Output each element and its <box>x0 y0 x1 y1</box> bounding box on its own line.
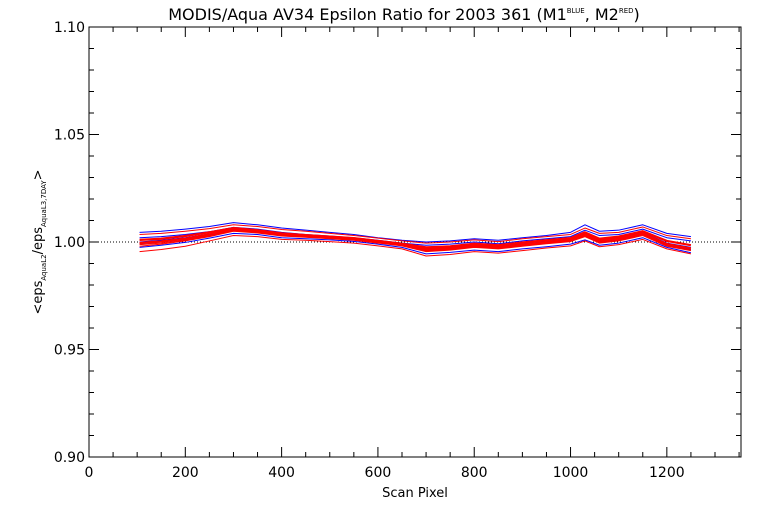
ylabel-open: <eps <box>31 280 46 314</box>
title-main: MODIS/Aqua AV34 Epsilon Ratio for 2003 3… <box>168 5 567 24</box>
series-line-m2-red <box>139 230 692 252</box>
ylabel-slash: /eps <box>31 227 46 255</box>
x-tick-label: 800 <box>461 465 488 481</box>
svg-text:<epsAquaL2/epsAquaL3,7DAY>: <epsAquaL2/epsAquaL3,7DAY> <box>31 169 48 314</box>
tick-labels: 0 200 400 600 800 1000 1200 0.90 0.95 1.00 1.05 1.1… <box>54 20 685 481</box>
y-tick-label: 1.00 <box>54 235 85 251</box>
y-tick-label: 1.10 <box>54 20 85 36</box>
series-line-m1-blue <box>139 232 692 255</box>
y-tick-label: 0.90 <box>54 450 85 466</box>
y-tick-label: 0.95 <box>54 343 85 359</box>
ylabel-sub2: AquaL3,7DAY <box>40 180 48 227</box>
chart-title: MODIS/Aqua AV34 Epsilon Ratio for 2003 3… <box>168 5 640 24</box>
x-tick-label: 400 <box>268 465 295 481</box>
x-axis-label: Scan Pixel <box>382 486 448 501</box>
x-tick-label: 200 <box>172 465 199 481</box>
series-line-m2-red <box>139 226 692 249</box>
series-line-m2-red <box>139 235 692 257</box>
x-tick-label: 600 <box>365 465 392 481</box>
title-sup-blue: BLUE <box>567 7 585 15</box>
series-line-m1-blue <box>139 222 691 243</box>
series-line-m2-red <box>139 228 692 250</box>
title-end: ) <box>634 5 640 24</box>
x-tick-label: 0 <box>85 465 94 481</box>
title-mid: , M2 <box>585 5 619 24</box>
ylabel-sub1: AquaL2 <box>40 254 48 280</box>
x-tick-label: 1200 <box>649 465 685 481</box>
series-group <box>139 222 692 257</box>
x-tick-label: 1000 <box>553 465 589 481</box>
y-tick-label: 1.05 <box>54 128 85 144</box>
series-line-m2-red <box>139 224 691 244</box>
y-axis-label: <epsAquaL2/epsAquaL3,7DAY> <box>31 169 48 314</box>
title-sup-red: RED <box>619 7 634 15</box>
ylabel-close: > <box>31 169 46 180</box>
axis-ticks <box>88 26 741 458</box>
